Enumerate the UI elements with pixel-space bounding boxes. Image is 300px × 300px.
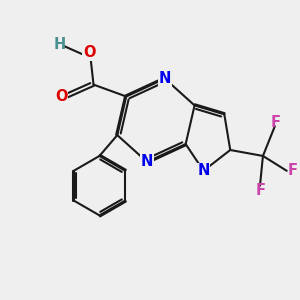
Text: N: N [159, 71, 171, 86]
Text: F: F [288, 163, 298, 178]
Text: F: F [256, 183, 266, 198]
Text: O: O [55, 89, 68, 104]
Text: N: N [141, 154, 153, 169]
Text: H: H [53, 37, 65, 52]
Text: N: N [197, 163, 210, 178]
Text: O: O [83, 45, 95, 60]
Text: F: F [270, 115, 280, 130]
